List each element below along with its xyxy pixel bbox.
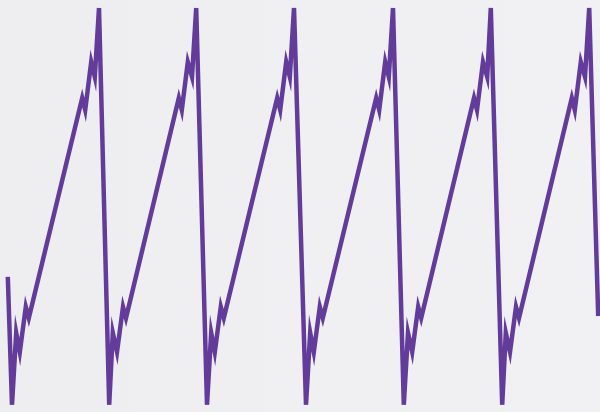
- line: [5, 7, 600, 405]
